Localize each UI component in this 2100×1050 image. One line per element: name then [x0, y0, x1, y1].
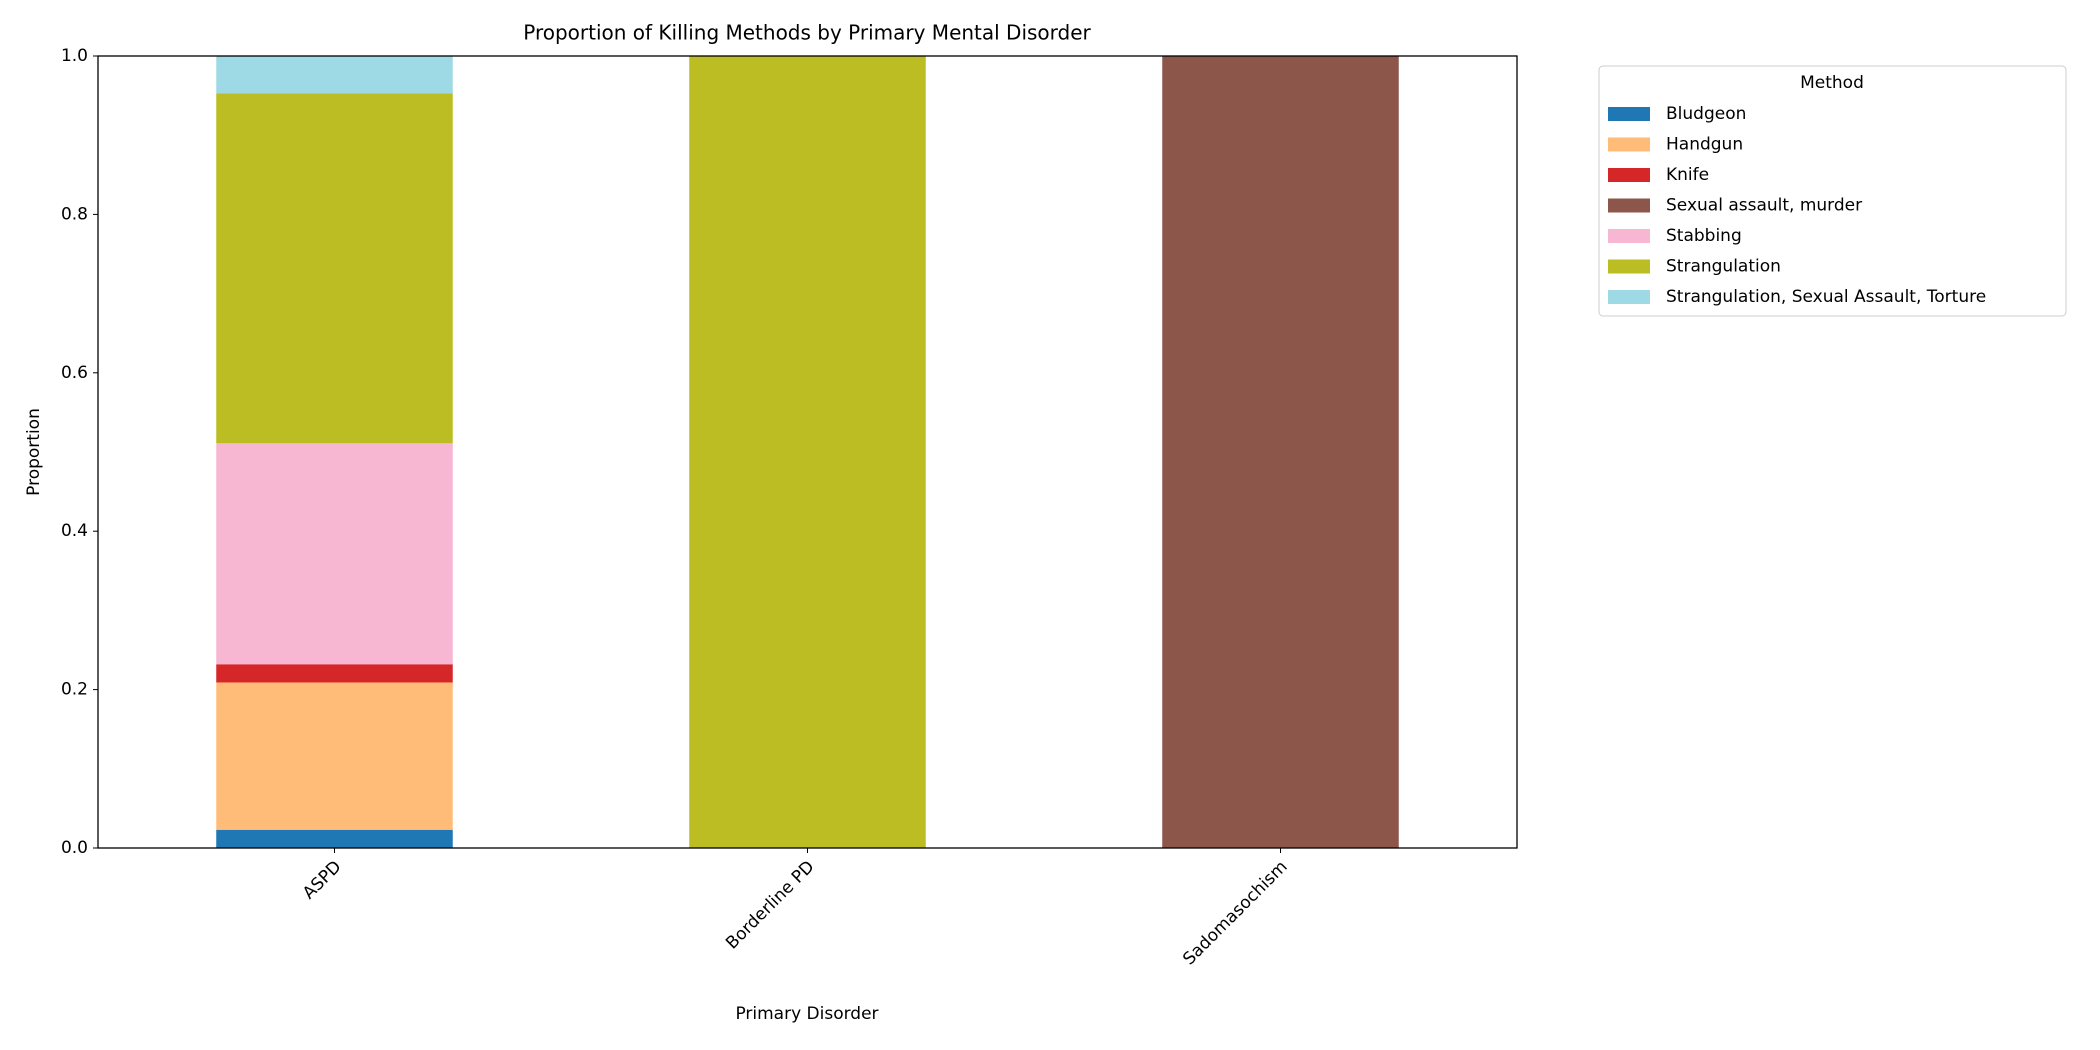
- legend-label: Stabbing: [1666, 226, 1742, 246]
- legend-swatch: [1608, 290, 1650, 304]
- plot-frame: [97, 55, 1518, 849]
- y-tick-label: 0.0: [61, 838, 88, 858]
- legend-box: [1598, 65, 2067, 317]
- bar-segment: [216, 829, 453, 848]
- y-tick-label: 0.8: [61, 204, 88, 224]
- legend-swatch: [1608, 229, 1650, 243]
- bar-segment: [216, 443, 453, 665]
- y-tick-label: 1.0: [61, 46, 88, 66]
- y-axis-label: Proportion: [24, 408, 44, 496]
- bar-segment: [1162, 56, 1399, 848]
- legend-label: Strangulation: [1666, 257, 1781, 277]
- legend-label: Sexual assault, murder: [1666, 196, 1862, 216]
- legend-swatch: [1608, 259, 1650, 274]
- legend-swatch: [1608, 107, 1650, 121]
- bar-segment: [216, 56, 453, 94]
- legend-label: Handgun: [1666, 135, 1743, 155]
- legend-label: Bludgeon: [1666, 104, 1746, 124]
- bar-segment: [216, 682, 453, 830]
- legend-title: Method: [1800, 73, 1864, 93]
- legend-label: Knife: [1666, 165, 1709, 185]
- chart-title: Proportion of Killing Methods by Primary…: [523, 21, 1091, 45]
- bar-segment: [216, 93, 453, 444]
- legend-label: Strangulation, Sexual Assault, Torture: [1666, 287, 1986, 307]
- y-tick-label: 0.4: [61, 521, 88, 541]
- legend-swatch: [1608, 198, 1650, 213]
- legend-swatch: [1608, 137, 1650, 152]
- legend-swatch: [1608, 168, 1650, 182]
- x-axis-label: Primary Disorder: [735, 1004, 878, 1024]
- y-tick-label: 0.6: [61, 363, 88, 383]
- y-tick-label: 0.2: [61, 680, 88, 700]
- bar-segment: [216, 664, 453, 683]
- bar-segment: [689, 56, 926, 848]
